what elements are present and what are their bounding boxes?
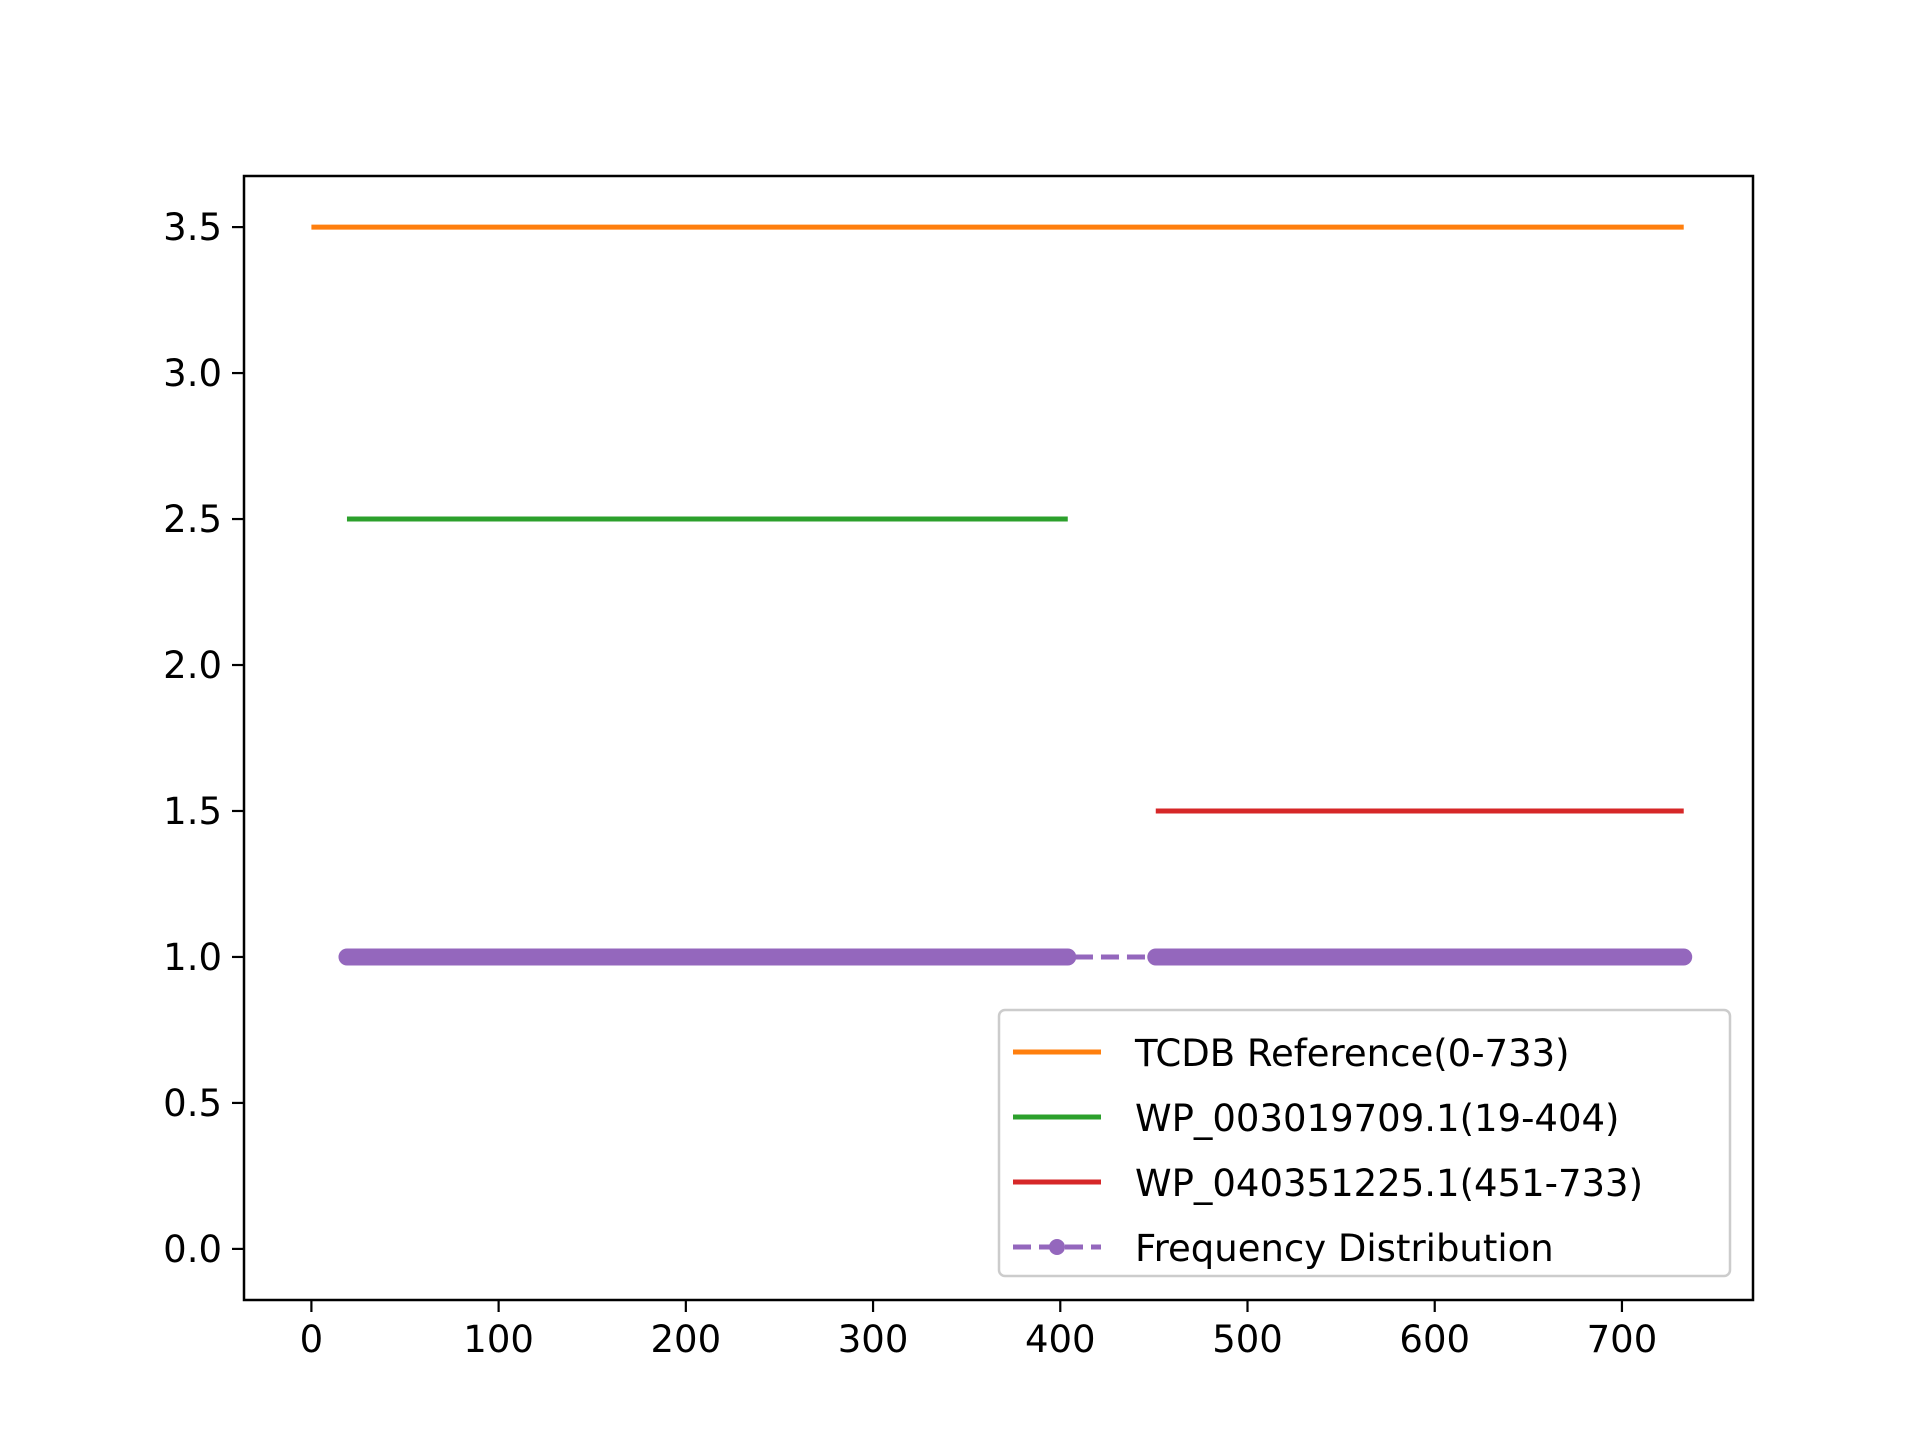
- x-tick-label: 400: [1025, 1318, 1096, 1361]
- plot-marks: [311, 224, 1693, 966]
- legend-marker: [1049, 1239, 1065, 1255]
- x-tick-label: 700: [1587, 1318, 1658, 1361]
- x-tick-label: 100: [463, 1318, 534, 1361]
- x-tick-label: 600: [1399, 1318, 1470, 1361]
- y-tick-label: 3.0: [163, 352, 222, 395]
- x-tick-label: 0: [300, 1318, 324, 1361]
- legend-item: WP_003019709.1(19-404): [1013, 1097, 1620, 1140]
- legend: TCDB Reference(0-733) WP_003019709.1(19-4…: [997, 1008, 1732, 1278]
- y-tick-label: 2.0: [163, 644, 222, 687]
- x-axis: 0 100 200 300 400 500 600 700: [300, 1300, 1658, 1361]
- legend-label: Frequency Distribution: [1135, 1227, 1554, 1270]
- x-tick-label: 500: [1212, 1318, 1283, 1361]
- axes-frame: [242, 174, 1755, 1302]
- y-axis: 0.0 0.5 1.0 1.5 2.0 2.5 3.0 3.5: [163, 206, 244, 1271]
- legend-item: WP_040351225.1(451-733): [1013, 1162, 1643, 1205]
- y-tick-label: 1.5: [163, 790, 222, 833]
- legend-box: [997, 1008, 1732, 1278]
- legend-label: WP_040351225.1(451-733): [1135, 1162, 1643, 1205]
- x-tick-label: 200: [651, 1318, 722, 1361]
- y-tick-label: 3.5: [163, 206, 222, 249]
- legend-label: TCDB Reference(0-733): [1134, 1032, 1570, 1075]
- y-tick-label: 0.5: [163, 1082, 222, 1125]
- legend-item: Frequency Distribution: [1013, 1227, 1554, 1270]
- y-tick-label: 0.0: [163, 1228, 222, 1271]
- legend-label: WP_003019709.1(19-404): [1135, 1097, 1620, 1140]
- y-tick-label: 2.5: [163, 498, 222, 541]
- legend-item: TCDB Reference(0-733): [1013, 1032, 1570, 1075]
- y-tick-label: 1.0: [163, 936, 222, 979]
- x-tick-label: 300: [838, 1318, 909, 1361]
